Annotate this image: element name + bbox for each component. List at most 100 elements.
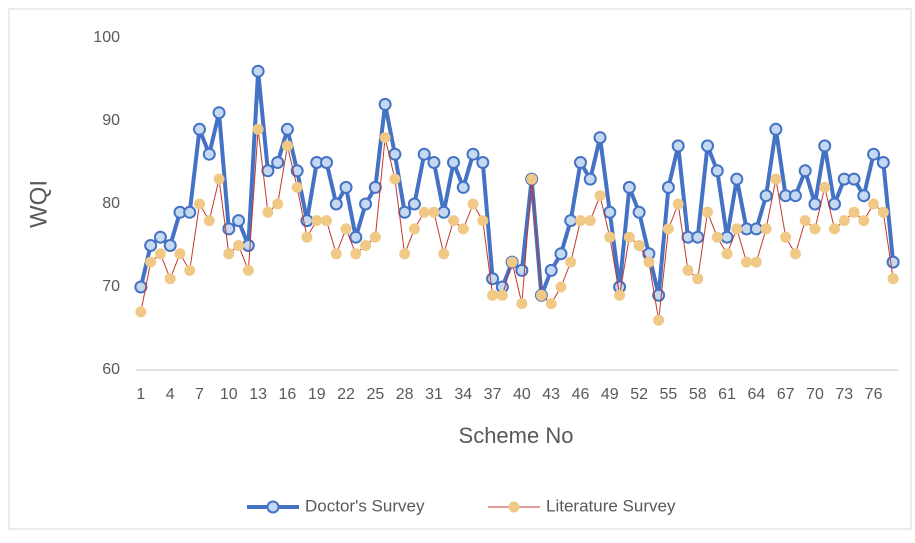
data-point (760, 223, 772, 235)
data-point (622, 180, 636, 194)
data-point (847, 172, 861, 186)
data-point (731, 223, 743, 235)
data-point (516, 298, 528, 310)
data-point (623, 231, 635, 243)
data-point (359, 197, 373, 211)
data-point (261, 164, 275, 178)
data-point (594, 190, 606, 202)
x-tick-label: 13 (249, 386, 267, 403)
data-point (780, 231, 792, 243)
data-point (691, 230, 705, 244)
data-point (369, 231, 381, 243)
data-point (389, 173, 401, 185)
x-tick-label: 34 (454, 386, 472, 403)
data-point (506, 256, 518, 268)
data-point (154, 248, 166, 260)
data-point (661, 180, 675, 194)
x-tick-label: 22 (337, 386, 355, 403)
data-point (604, 231, 616, 243)
data-point (515, 263, 529, 277)
data-point (291, 181, 303, 193)
data-point (554, 247, 568, 261)
data-point (555, 281, 567, 293)
x-tick-label: 28 (396, 386, 414, 403)
data-point (456, 180, 470, 194)
series-line (140, 128, 894, 321)
data-point (672, 198, 684, 210)
data-point (350, 248, 362, 260)
legend-label: Doctor's Survey (305, 496, 425, 515)
data-point (808, 197, 822, 211)
data-point (340, 223, 352, 235)
data-point (251, 64, 265, 78)
data-point (330, 248, 342, 260)
data-point (749, 222, 763, 236)
x-tick-label: 40 (513, 386, 531, 403)
data-point (838, 215, 850, 227)
data-point (877, 206, 889, 218)
data-point (750, 256, 762, 268)
data-point (671, 139, 685, 153)
data-point (320, 156, 333, 169)
data-point (134, 280, 148, 294)
x-tick-label: 31 (425, 386, 443, 403)
data-point (574, 156, 587, 169)
x-tick-label: 4 (166, 386, 175, 403)
data-point (418, 206, 430, 218)
data-point (476, 156, 490, 169)
data-point (193, 122, 206, 136)
data-point (701, 139, 714, 153)
x-tick-label: 55 (660, 386, 678, 403)
data-point (301, 231, 313, 243)
data-point (349, 230, 363, 244)
x-tick-label: 19 (308, 386, 326, 403)
data-point (662, 223, 674, 235)
data-point (496, 289, 508, 301)
data-point (759, 189, 773, 203)
data-point (867, 147, 881, 161)
data-point (447, 156, 460, 169)
data-point (583, 172, 597, 186)
data-point (378, 97, 392, 111)
data-point (809, 223, 821, 235)
data-point (135, 306, 147, 318)
data-point (242, 264, 254, 276)
data-point (280, 122, 294, 136)
data-point (360, 240, 372, 251)
legend-marker (266, 500, 280, 514)
y-tick-label: 60 (102, 361, 120, 378)
data-point (828, 197, 841, 211)
y-tick-label: 90 (102, 112, 120, 129)
data-point (603, 205, 617, 219)
data-point (721, 248, 733, 260)
data-point (584, 215, 596, 227)
x-tick-label: 10 (220, 386, 238, 403)
data-point (233, 240, 245, 251)
data-point (886, 255, 900, 269)
data-point (818, 139, 832, 153)
data-point (407, 197, 421, 211)
data-point (741, 256, 753, 268)
data-point (887, 273, 899, 285)
data-point (428, 206, 440, 218)
data-point (593, 131, 607, 145)
x-axis-title: Scheme No (459, 423, 574, 448)
data-point (876, 156, 890, 169)
data-point (477, 215, 489, 227)
x-tick-label: 58 (689, 386, 707, 403)
data-point (417, 147, 431, 161)
x-tick-label: 16 (279, 386, 297, 403)
data-point (798, 164, 812, 178)
data-point (633, 240, 645, 251)
data-point (223, 248, 235, 260)
data-point (398, 205, 412, 219)
data-point (789, 248, 801, 260)
data-point (730, 172, 744, 186)
data-point (720, 230, 734, 244)
data-point (770, 173, 782, 185)
x-tick-label: 43 (542, 386, 560, 403)
y-tick-label: 70 (102, 278, 120, 295)
data-point (564, 214, 578, 228)
x-tick-label: 70 (806, 386, 824, 403)
